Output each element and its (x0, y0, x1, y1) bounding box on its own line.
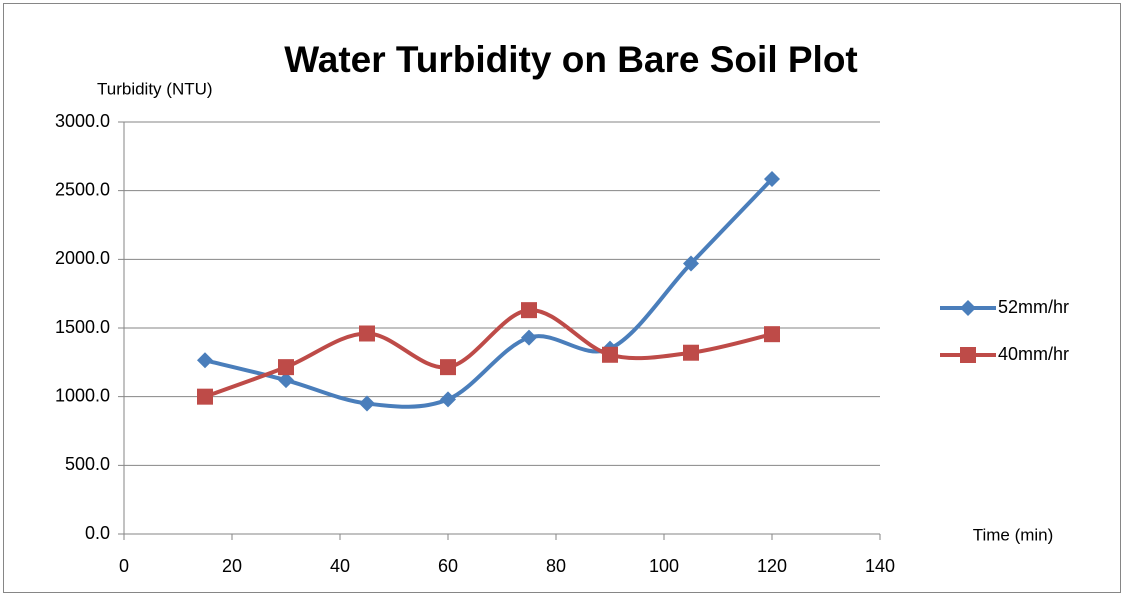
x-axis-label: Time (min) (973, 525, 1054, 544)
y-tick-label: 3000.0 (55, 111, 110, 131)
data-point (197, 352, 213, 369)
data-point (521, 302, 537, 319)
data-point (602, 346, 618, 363)
data-point (683, 344, 699, 361)
x-tick-label: 140 (865, 556, 895, 576)
data-point (197, 388, 213, 405)
legend-marker (960, 347, 976, 363)
y-tick-label: 1000.0 (55, 385, 110, 405)
legend-marker (960, 300, 976, 316)
y-tick-label: 2500.0 (55, 179, 110, 199)
x-tick-label: 100 (649, 556, 679, 576)
data-point (359, 395, 375, 412)
y-tick-label: 500.0 (65, 454, 110, 474)
chart-title: Water Turbidity on Bare Soil Plot (284, 39, 858, 80)
x-tick-label: 120 (757, 556, 787, 576)
data-point (764, 170, 780, 187)
x-tick-label: 0 (119, 556, 129, 576)
legend-label: 52mm/hr (998, 297, 1069, 317)
data-point (440, 391, 456, 408)
x-tick-label: 20 (222, 556, 242, 576)
data-point (521, 329, 537, 346)
x-tick-label: 80 (546, 556, 566, 576)
series-line (204, 308, 773, 399)
x-tick-label: 60 (438, 556, 458, 576)
data-point (278, 372, 294, 389)
data-point (278, 359, 294, 376)
y-tick-label: 2000.0 (55, 248, 110, 268)
data-point (440, 359, 456, 376)
y-tick-label: 0.0 (85, 523, 110, 543)
chart-border (3, 3, 1121, 593)
legend-label: 40mm/hr (998, 344, 1069, 364)
x-tick-label: 40 (330, 556, 350, 576)
data-point (683, 255, 699, 272)
y-axis-label: Turbidity (NTU) (97, 79, 213, 98)
data-point (764, 326, 780, 343)
y-tick-label: 1500.0 (55, 317, 110, 337)
data-point (359, 325, 375, 342)
